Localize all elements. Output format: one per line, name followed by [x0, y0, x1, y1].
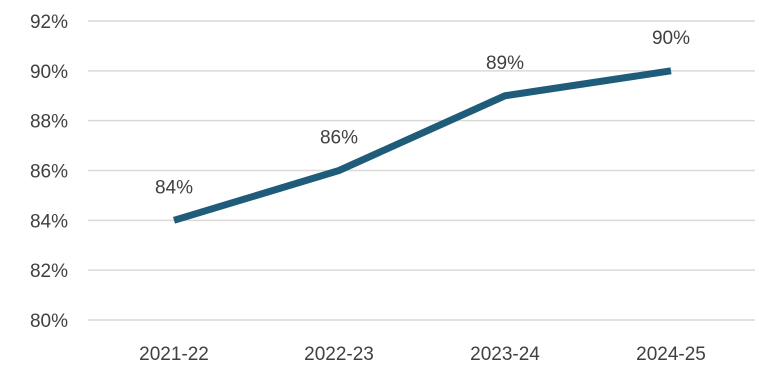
data-label: 84%: [155, 177, 193, 198]
grid-lines: [88, 20, 755, 321]
data-label: 90%: [652, 28, 690, 49]
y-tick-label: 92%: [30, 12, 68, 33]
y-tick-label: 80%: [30, 311, 68, 332]
y-tick-label: 88%: [30, 112, 68, 133]
y-axis-ticks: 80% 82% 84% 86% 88% 90% 92%: [30, 12, 68, 332]
x-axis-ticks: 2021-22 2022-23 2023-24 2024-25: [139, 344, 706, 365]
series-line: [172, 67, 672, 224]
y-tick-label: 90%: [30, 62, 68, 83]
data-label: 89%: [486, 53, 524, 74]
y-tick-label: 86%: [30, 162, 68, 183]
data-label: 86%: [320, 128, 358, 149]
x-tick-label: 2023-24: [470, 344, 540, 363]
data-labels: 84% 86% 89% 90%: [155, 28, 690, 198]
y-tick-label: 84%: [30, 211, 68, 232]
y-tick-label: 82%: [30, 261, 68, 282]
x-tick-label: 2021-22: [139, 344, 209, 363]
x-tick-label: 2024-25: [636, 344, 706, 363]
x-tick-label: 2022-23: [304, 344, 374, 363]
series-layer: [172, 67, 672, 224]
